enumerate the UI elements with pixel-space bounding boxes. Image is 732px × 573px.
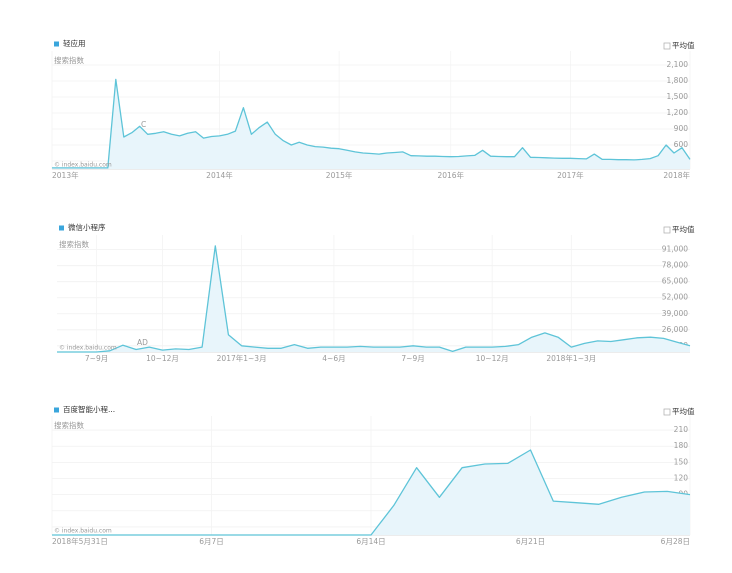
y-axis-label: 搜索指数 xyxy=(54,420,84,430)
y-tick-label: 600 xyxy=(674,140,689,149)
x-tick-label: 7~9月 xyxy=(85,354,108,363)
y-tick-label: 39,000 xyxy=(662,309,688,318)
annotation: C xyxy=(141,120,146,129)
legend-swatch xyxy=(54,407,59,413)
y-tick-label: 150 xyxy=(674,457,689,466)
average-checkbox[interactable] xyxy=(663,42,671,50)
x-tick-label: 10~12月 xyxy=(476,354,509,363)
watermark: © index.baidu.com xyxy=(59,345,117,352)
x-tick-label: 4~6月 xyxy=(322,354,345,363)
y-tick-label: 52,000 xyxy=(662,293,688,302)
x-tick-label: 2017年 xyxy=(557,170,584,180)
average-checkbox[interactable] xyxy=(663,226,671,234)
area-fill xyxy=(52,79,690,169)
legend-swatch xyxy=(59,225,64,231)
x-tick-label: 2018年1~3月 xyxy=(546,353,596,363)
y-tick-label: 2,100 xyxy=(667,60,689,69)
x-tick-label: 2015年 xyxy=(326,170,353,180)
x-tick-label: 2018年 xyxy=(663,170,690,180)
x-tick-label: 6月7日 xyxy=(199,537,224,546)
legend-label: 微信小程序 xyxy=(68,222,106,232)
x-tick-label: 2016年 xyxy=(437,170,464,180)
y-tick-label: 120 xyxy=(674,474,689,483)
x-tick-label: 10~12月 xyxy=(146,354,179,363)
watermark: © index.baidu.com xyxy=(54,528,112,535)
y-tick-label: 900 xyxy=(674,124,689,133)
x-tick-label: 2017年1~3月 xyxy=(217,353,267,363)
y-tick-label: 78,000 xyxy=(662,261,688,270)
x-tick-label: 7~9月 xyxy=(401,354,424,363)
watermark: © index.baidu.com xyxy=(54,162,112,169)
area-fill xyxy=(57,245,690,352)
y-tick-label: 210 xyxy=(674,425,689,434)
line xyxy=(52,449,691,536)
legend-swatch xyxy=(54,41,59,47)
x-tick-label: 6月28日 xyxy=(661,537,690,546)
y-tick-label: 1,500 xyxy=(667,92,689,101)
y-tick-label: 1,800 xyxy=(667,76,689,85)
y-tick-label: 26,000 xyxy=(662,325,688,334)
line xyxy=(52,78,691,169)
line xyxy=(57,245,691,353)
y-tick-label: 1,200 xyxy=(667,108,689,117)
y-tick-label: 180 xyxy=(674,441,689,450)
y-tick-label: 65,000 xyxy=(662,277,688,286)
y-axis-label: 搜索指数 xyxy=(59,239,89,249)
average-checkbox[interactable] xyxy=(663,408,671,416)
annotation: AD xyxy=(137,338,148,347)
y-axis-label: 搜索指数 xyxy=(54,55,84,65)
legend-label: 百度智能小程... xyxy=(63,404,115,414)
average-label[interactable]: 平均值 xyxy=(672,406,695,416)
legend-label: 轻应用 xyxy=(63,38,86,48)
x-tick-label: 2014年 xyxy=(206,170,233,180)
x-tick-label: 6月14日 xyxy=(356,537,385,546)
x-tick-label: 6月21日 xyxy=(516,537,545,546)
area-fill xyxy=(52,450,690,535)
average-label[interactable]: 平均值 xyxy=(672,40,695,50)
x-tick-label: 2018年5月31日 xyxy=(52,536,108,546)
y-tick-label: 91,000 xyxy=(662,245,688,254)
x-tick-label: 2013年 xyxy=(52,170,79,180)
average-label[interactable]: 平均值 xyxy=(672,224,695,234)
